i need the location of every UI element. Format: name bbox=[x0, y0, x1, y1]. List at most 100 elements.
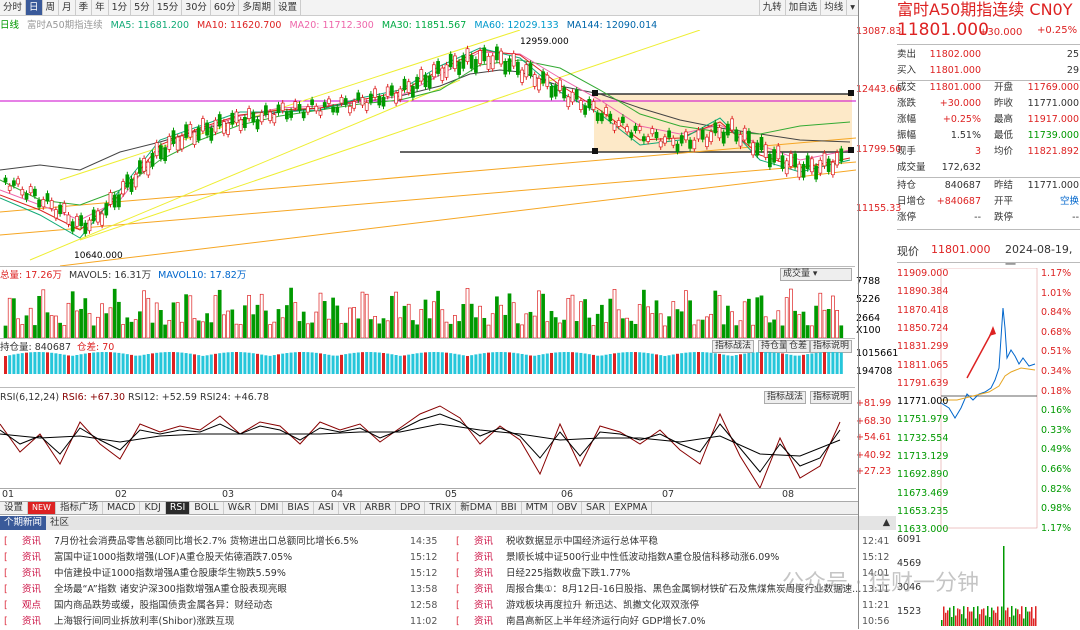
news-item[interactable]: [资讯 日经225指数收盘下跌1.77% 14:01 bbox=[452, 566, 892, 582]
news-item[interactable]: [资讯 税收数据显示中国经济运行总体平稳 12:41 bbox=[452, 534, 892, 550]
oi-diff-button[interactable]: 仓差 bbox=[786, 340, 811, 353]
indicator-tab[interactable]: MTM bbox=[522, 502, 553, 514]
news-item[interactable]: [资讯 7月份社会消费品零售总额同比增长2.7% 货物进出口总额同比增长6.5% 1… bbox=[0, 534, 440, 550]
candle bbox=[96, 210, 100, 223]
indicator-strategy-button[interactable]: 指标战法 bbox=[712, 340, 755, 353]
dropdown-icon[interactable]: ▾ bbox=[846, 0, 858, 15]
period-tab[interactable]: 多周期 bbox=[239, 0, 275, 15]
volume-bar bbox=[612, 289, 617, 338]
candle bbox=[180, 135, 184, 150]
indicator-tab[interactable]: 新DMA bbox=[456, 502, 497, 514]
indicator-tab[interactable]: BIAS bbox=[283, 502, 315, 514]
indicator-tab[interactable]: DPO bbox=[396, 502, 426, 514]
oi-bar bbox=[743, 353, 747, 374]
news-item[interactable]: [资讯 富国中证1000指数增强(LOF)A重仓股天佑德酒跌7.05% 15:12 bbox=[0, 550, 440, 566]
indicator-tab[interactable]: BBI bbox=[497, 502, 522, 514]
indicator-tab[interactable]: EXPMA bbox=[610, 502, 653, 514]
period-tab[interactable]: 30分 bbox=[182, 0, 211, 15]
news-item[interactable]: [资讯 南昌高新区上半年经济运行向好 GDP增长7.0% 10:56 bbox=[452, 614, 892, 630]
period-tab[interactable]: 分时 bbox=[0, 0, 27, 15]
indicator-strategy-button[interactable]: 指标战法 bbox=[764, 391, 807, 404]
indicator-tab[interactable]: ARBR bbox=[361, 502, 396, 514]
news-tab[interactable]: 个期新闻 bbox=[0, 516, 47, 530]
indicator-tab[interactable]: 指标广场 bbox=[56, 502, 103, 514]
community-tab[interactable]: 社区 bbox=[50, 517, 70, 528]
volume-bar bbox=[138, 311, 142, 338]
indicator-tab[interactable]: TRIX bbox=[425, 502, 457, 514]
nine-turn-button[interactable]: 九转 bbox=[758, 0, 785, 15]
intraday-volume-bar bbox=[1009, 616, 1011, 626]
indicator-tab[interactable]: W&R bbox=[224, 502, 257, 514]
indicator-selector[interactable]: 成交量 ▾ bbox=[780, 268, 852, 281]
oi-bar bbox=[37, 352, 41, 374]
volume-bar bbox=[398, 317, 403, 338]
intraday-pct-label: 0.18% bbox=[1041, 385, 1072, 397]
collapse-icon[interactable]: ▲ bbox=[882, 517, 890, 528]
indicator-help-button[interactable]: 指标说明 bbox=[810, 340, 853, 353]
news-time: 13:58 bbox=[410, 584, 438, 595]
quote-panel: 富时A50期指连续 CN0Y 11801.000 +30.000 +0.25% … bbox=[858, 0, 1080, 629]
news-time: 14:01 bbox=[862, 568, 890, 579]
period-tab[interactable]: 15分 bbox=[154, 0, 183, 15]
candle bbox=[259, 112, 264, 123]
oi-bar bbox=[310, 352, 314, 374]
oi-bar bbox=[613, 353, 616, 374]
indicator-tab[interactable]: KDJ bbox=[140, 502, 166, 514]
indicator-help-button[interactable]: 指标说明 bbox=[810, 391, 853, 404]
volume-bar bbox=[62, 325, 67, 338]
news-item[interactable]: [资讯 周报合集①：8月12日-16日股指、黑色金属钢材铁矿石及焦煤焦炭周度行业数… bbox=[452, 582, 892, 598]
kline-chart[interactable]: 12959.000 10640.000 bbox=[0, 30, 856, 266]
period-tab[interactable]: 5分 bbox=[131, 0, 154, 15]
intraday-chart[interactable] bbox=[897, 268, 1080, 629]
indicator-tab[interactable]: DMI bbox=[256, 502, 284, 514]
oi-bar bbox=[487, 352, 490, 374]
indicator-tab[interactable]: VR bbox=[339, 502, 361, 514]
news-time: 15:12 bbox=[410, 552, 438, 563]
box-handle[interactable] bbox=[592, 148, 598, 154]
add-watchlist-button[interactable]: 加自选 bbox=[784, 0, 821, 15]
box-handle[interactable] bbox=[592, 90, 598, 96]
indicator-tab[interactable]: MACD bbox=[103, 502, 141, 514]
indicator-tab[interactable]: RSI bbox=[165, 502, 191, 514]
intraday-volume-bar bbox=[951, 616, 953, 626]
news-item[interactable]: [资讯 上海银行间同业拆放利率(Shibor)涨跌互现 11:02 bbox=[0, 614, 440, 630]
arrow-annotation bbox=[966, 329, 994, 379]
period-tab[interactable]: 年 bbox=[92, 0, 109, 15]
period-tab[interactable]: 1分 bbox=[109, 0, 132, 15]
news-item[interactable]: [资讯 中信建投中证1000指数增强A重仓股康华生物跌5.59% 15:12 bbox=[0, 566, 440, 582]
oi-bar bbox=[818, 352, 822, 374]
box-handle[interactable] bbox=[848, 147, 854, 153]
box-handle[interactable] bbox=[848, 90, 854, 96]
quote-row: 成交量 172,632 bbox=[897, 161, 1080, 175]
news-item[interactable]: [观点 国内商品跌势或缓，股指国债贵金属各异：财经动态 12:58 bbox=[0, 598, 440, 614]
candle bbox=[280, 102, 285, 111]
oi-bar bbox=[344, 354, 348, 374]
period-tab[interactable]: 60分 bbox=[211, 0, 240, 15]
indicator-tab[interactable]: OBV bbox=[553, 502, 582, 514]
news-item[interactable]: [资讯 游戏板块再度拉升 新迅达、凯撒文化双双涨停 11:21 bbox=[452, 598, 892, 614]
news-item[interactable]: [资讯 全场最“A”指数 诸安沪深300指数增强A重仓股表现亮眼 13:58 bbox=[0, 582, 440, 598]
candle bbox=[175, 136, 180, 151]
period-tab[interactable]: 周 bbox=[43, 0, 60, 15]
indicator-tab[interactable]: ASI bbox=[314, 502, 339, 514]
candle bbox=[234, 111, 239, 124]
indicator-tab[interactable]: SAR bbox=[582, 502, 611, 514]
oi-bar bbox=[8, 355, 12, 374]
period-tab[interactable]: 月 bbox=[59, 0, 76, 15]
oi-bar bbox=[814, 352, 818, 374]
oi-bar bbox=[789, 354, 793, 374]
news-item[interactable]: [资讯 景顺长城中证500行业中性低波动指数A重仓股信科移动涨6.09% 15:12 bbox=[452, 550, 892, 566]
ma-button[interactable]: 均线 bbox=[820, 0, 846, 15]
candle bbox=[822, 152, 827, 167]
intraday-volume-bar bbox=[959, 609, 961, 626]
volume-bar bbox=[251, 314, 256, 338]
indicator-tab[interactable]: BOLL bbox=[190, 502, 224, 514]
period-tab[interactable]: 日 bbox=[26, 0, 43, 15]
settings-button[interactable]: 设置 bbox=[275, 0, 301, 15]
settings-tab[interactable]: 设置 bbox=[0, 502, 29, 514]
volume-bar bbox=[583, 299, 587, 338]
period-tab[interactable]: 季 bbox=[76, 0, 93, 15]
volume-bar bbox=[112, 288, 117, 338]
intraday-volume-axis: 6091 4569 3046 1523 bbox=[897, 534, 921, 630]
oi-bar bbox=[428, 352, 432, 374]
